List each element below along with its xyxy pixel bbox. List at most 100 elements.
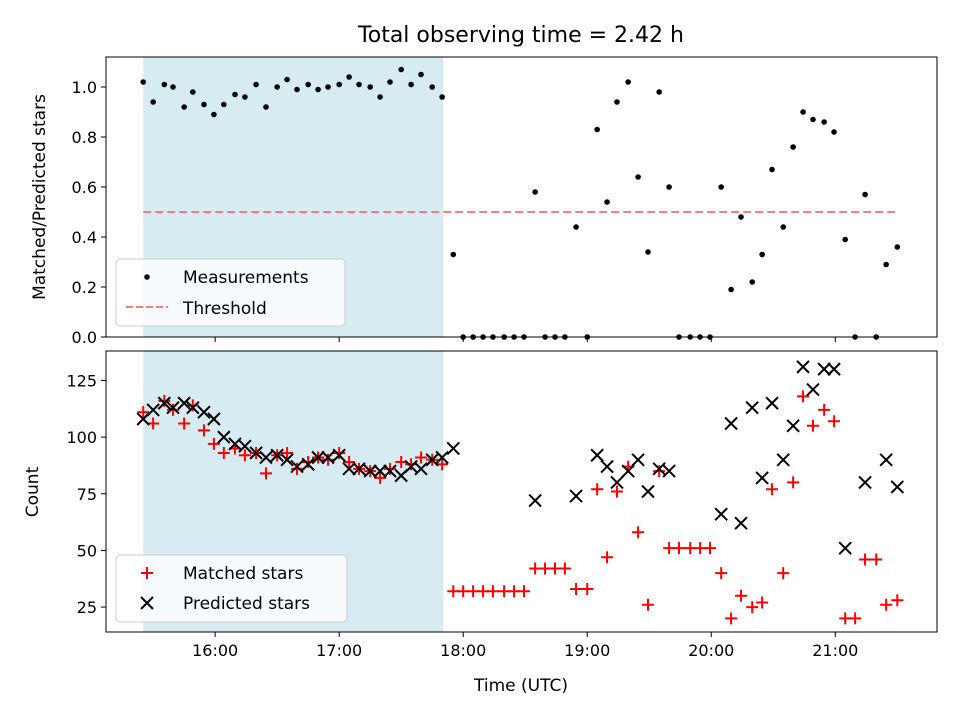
point-0-0-9 bbox=[232, 91, 238, 98]
point-1-1-42 bbox=[724, 416, 738, 431]
bottom-y-axis-label: Count bbox=[23, 466, 43, 517]
point-0-0-51 bbox=[666, 184, 672, 190]
point-1-0-50 bbox=[653, 465, 666, 478]
point-1-1-26 bbox=[404, 459, 418, 474]
point-1-0-71 bbox=[870, 553, 883, 566]
point-0-0-48 bbox=[635, 174, 641, 180]
point-1-1-22 bbox=[363, 464, 377, 478]
x-tick-label-4: 20:00 bbox=[688, 641, 734, 660]
point-1-1-15 bbox=[290, 459, 304, 474]
point-0-0-44 bbox=[594, 126, 600, 133]
point-0-0-14 bbox=[284, 76, 290, 83]
point-1-1-4 bbox=[177, 396, 191, 410]
point-0-0-61 bbox=[769, 166, 775, 173]
point-1-1-52 bbox=[827, 362, 841, 376]
point-1-0-5 bbox=[186, 399, 199, 412]
point-1-1-37 bbox=[631, 453, 645, 467]
point-1-1-16 bbox=[301, 457, 315, 472]
point-1-0-55 bbox=[704, 542, 717, 555]
point-1-1-10 bbox=[238, 439, 252, 453]
point-0-0-27 bbox=[418, 71, 424, 78]
point-0-0-59 bbox=[749, 279, 755, 285]
point-1-1-28 bbox=[425, 453, 439, 467]
point-1-0-73 bbox=[891, 594, 904, 607]
x-tick-label-2: 18:00 bbox=[440, 641, 486, 660]
bottom-y-ticks: 25 50 75 100 125 bbox=[66, 371, 106, 617]
x-tick-label-1: 17:00 bbox=[316, 641, 362, 660]
point-1-1-45 bbox=[755, 471, 769, 485]
y-tick-label-0-0: 0.0 bbox=[72, 328, 97, 347]
point-0-0-10 bbox=[242, 94, 248, 100]
point-1-0-59 bbox=[746, 601, 759, 614]
point-1-1-20 bbox=[342, 462, 356, 476]
point-1-0-44 bbox=[591, 483, 604, 496]
point-1-1-19 bbox=[332, 448, 346, 462]
y-tick-label-0-2: 0.4 bbox=[72, 228, 97, 247]
bottom-points bbox=[136, 360, 905, 625]
point-1-1-56 bbox=[890, 480, 905, 494]
point-1-0-34 bbox=[486, 585, 499, 598]
point-1-1-41 bbox=[714, 507, 728, 521]
point-1-0-7 bbox=[207, 437, 220, 450]
top-legend: Measurements Threshold bbox=[115, 258, 346, 327]
point-0-0-62 bbox=[780, 224, 787, 230]
point-1-0-41 bbox=[558, 562, 571, 575]
point-1-1-18 bbox=[321, 450, 335, 465]
legend-measurements-label: Measurements bbox=[183, 268, 309, 288]
point-1-0-49 bbox=[642, 598, 655, 611]
bottom-legend-box bbox=[115, 554, 348, 623]
top-y-axis-label: Matched/Predicted stars bbox=[30, 94, 50, 300]
point-1-0-56 bbox=[715, 567, 728, 580]
top-y-ticks: 0.0 0.2 0.4 0.6 0.8 1.0 bbox=[72, 78, 106, 347]
point-1-0-60 bbox=[756, 596, 769, 609]
top-panel: 0.0 0.2 0.4 0.6 0.8 1.0 Matched/Predicted sta… bbox=[30, 56, 938, 347]
point-1-0-45 bbox=[601, 551, 614, 564]
point-1-0-46 bbox=[611, 485, 624, 498]
point-1-1-46 bbox=[765, 396, 779, 410]
point-0-0-63 bbox=[790, 144, 796, 150]
point-0-0-4 bbox=[181, 104, 187, 110]
legend-threshold-label: Threshold bbox=[182, 299, 267, 319]
legend-predicted-label: Predicted stars bbox=[183, 594, 310, 614]
point-0-0-12 bbox=[263, 104, 269, 110]
point-0-0-66 bbox=[821, 119, 827, 125]
point-0-0-17 bbox=[315, 86, 321, 93]
point-1-1-3 bbox=[166, 400, 180, 415]
point-1-1-55 bbox=[879, 453, 893, 467]
point-0-0-24 bbox=[387, 79, 393, 85]
y-tick-label-0-1: 0.2 bbox=[72, 278, 97, 297]
point-1-1-24 bbox=[383, 464, 397, 478]
point-1-0-27 bbox=[415, 451, 428, 464]
point-0-0-67 bbox=[831, 129, 837, 135]
point-1-1-9 bbox=[228, 437, 242, 451]
point-1-0-66 bbox=[818, 403, 831, 416]
top-x-ticks bbox=[214, 337, 836, 342]
point-1-0-24 bbox=[384, 462, 397, 475]
point-0-0-22 bbox=[367, 84, 373, 90]
point-1-0-19 bbox=[333, 446, 346, 459]
point-0-0-47 bbox=[625, 79, 631, 85]
point-1-0-8 bbox=[217, 446, 230, 459]
point-1-1-14 bbox=[280, 453, 294, 467]
legend-predicted-marker bbox=[140, 596, 154, 610]
y-tick-label-1-1: 50 bbox=[77, 541, 97, 560]
point-1-0-64 bbox=[797, 390, 810, 403]
point-1-1-13 bbox=[270, 448, 284, 462]
point-1-1-48 bbox=[786, 419, 800, 433]
point-0-0-15 bbox=[294, 86, 300, 93]
point-0-0-20 bbox=[346, 74, 352, 80]
point-1-0-23 bbox=[374, 471, 387, 484]
y-tick-label-1-0: 25 bbox=[77, 598, 97, 617]
legend-measurements-marker bbox=[144, 274, 150, 280]
point-0-0-64 bbox=[800, 109, 806, 115]
point-1-1-23 bbox=[373, 464, 387, 478]
point-0-0-30 bbox=[450, 251, 457, 258]
point-0-0-5 bbox=[190, 89, 196, 95]
point-0-0-0 bbox=[140, 79, 147, 85]
point-1-1-30 bbox=[446, 441, 460, 456]
point-1-0-15 bbox=[291, 462, 304, 475]
point-0-0-42 bbox=[573, 224, 579, 230]
y-tick-label-0-5: 1.0 bbox=[72, 78, 97, 97]
point-1-1-32 bbox=[569, 489, 583, 503]
